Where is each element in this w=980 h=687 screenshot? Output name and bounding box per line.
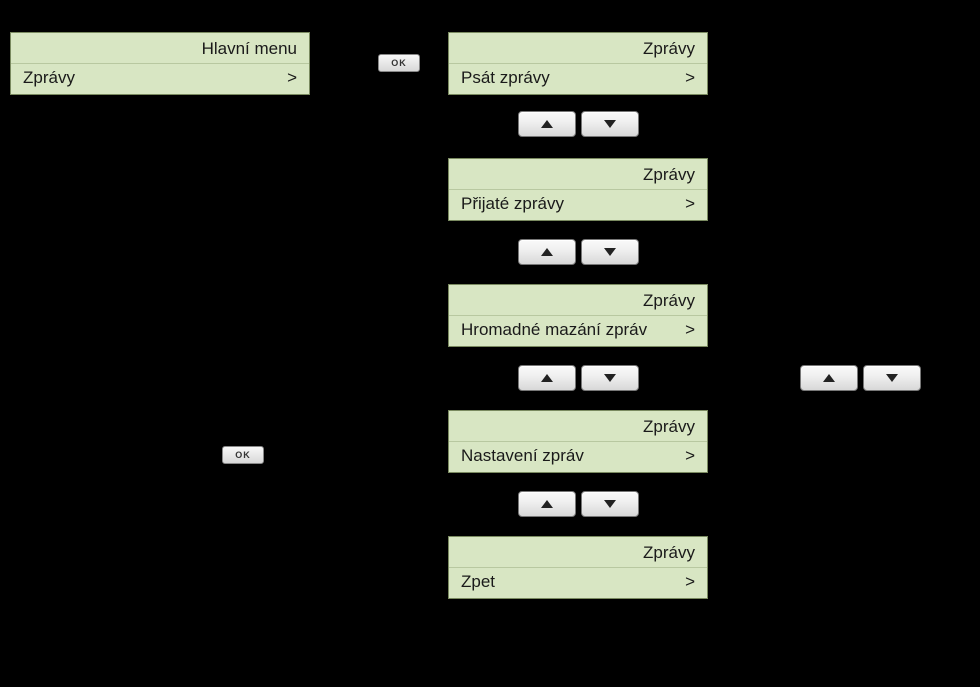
triangle-down-icon	[604, 120, 616, 128]
triangle-up-icon	[541, 248, 553, 256]
menu-item-label: Přijaté zprávy	[461, 194, 564, 214]
menu-item-label: Nastavení zpráv	[461, 446, 584, 466]
menu-box-main: Hlavní menu Zprávy >	[10, 32, 310, 95]
separator	[860, 364, 861, 392]
menu-item-label: Zprávy	[23, 68, 75, 88]
triangle-up-icon	[541, 374, 553, 382]
down-button[interactable]	[581, 239, 639, 265]
triangle-down-icon	[604, 500, 616, 508]
down-button[interactable]	[581, 491, 639, 517]
menu-box-nastaveni-zprav: Zprávy Nastavení zpráv >	[448, 410, 708, 473]
separator	[578, 110, 579, 138]
triangle-up-icon	[541, 500, 553, 508]
up-down-pair-3	[518, 364, 639, 392]
menu-item-zpravy[interactable]: Zprávy >	[11, 63, 309, 94]
menu-box-psat-zpravy: Zprávy Psát zprávy >	[448, 32, 708, 95]
menu-box-zpet: Zprávy Zpet >	[448, 536, 708, 599]
menu-header: Zprávy	[449, 159, 707, 189]
triangle-up-icon	[541, 120, 553, 128]
separator	[578, 238, 579, 266]
menu-item-hromadne-mazani[interactable]: Hromadné mazání zpráv >	[449, 315, 707, 346]
separator	[578, 364, 579, 392]
up-down-pair-4	[518, 490, 639, 518]
menu-header: Hlavní menu	[11, 33, 309, 63]
up-button[interactable]	[518, 111, 576, 137]
chevron-right-icon: >	[685, 572, 695, 592]
triangle-down-icon	[886, 374, 898, 382]
menu-box-prijate-zpravy: Zprávy Přijaté zprávy >	[448, 158, 708, 221]
menu-header: Zprávy	[449, 411, 707, 441]
up-down-pair-2	[518, 238, 639, 266]
up-button[interactable]	[518, 239, 576, 265]
down-button[interactable]	[581, 365, 639, 391]
menu-header: Zprávy	[449, 33, 707, 63]
menu-item-zpet[interactable]: Zpet >	[449, 567, 707, 598]
up-button[interactable]	[800, 365, 858, 391]
triangle-down-icon	[604, 248, 616, 256]
menu-item-psat-zpravy[interactable]: Psát zprávy >	[449, 63, 707, 94]
chevron-right-icon: >	[685, 320, 695, 340]
up-button[interactable]	[518, 491, 576, 517]
chevron-right-icon: >	[685, 446, 695, 466]
menu-header: Zprávy	[449, 285, 707, 315]
menu-item-label: Zpet	[461, 572, 495, 592]
chevron-right-icon: >	[287, 68, 297, 88]
menu-item-nastaveni-zprav[interactable]: Nastavení zpráv >	[449, 441, 707, 472]
triangle-up-icon	[823, 374, 835, 382]
ok-button-1[interactable]: OK	[378, 54, 420, 72]
menu-item-prijate-zpravy[interactable]: Přijaté zprávy >	[449, 189, 707, 220]
up-down-pair-1	[518, 110, 639, 138]
down-button[interactable]	[581, 111, 639, 137]
menu-item-label: Hromadné mazání zpráv	[461, 320, 647, 340]
down-button[interactable]	[863, 365, 921, 391]
triangle-down-icon	[604, 374, 616, 382]
up-down-pair-right	[800, 364, 921, 392]
chevron-right-icon: >	[685, 194, 695, 214]
menu-header: Zprávy	[449, 537, 707, 567]
separator	[578, 490, 579, 518]
up-button[interactable]	[518, 365, 576, 391]
ok-button-2[interactable]: OK	[222, 446, 264, 464]
menu-box-hromadne-mazani: Zprávy Hromadné mazání zpráv >	[448, 284, 708, 347]
menu-item-label: Psát zprávy	[461, 68, 550, 88]
chevron-right-icon: >	[685, 68, 695, 88]
